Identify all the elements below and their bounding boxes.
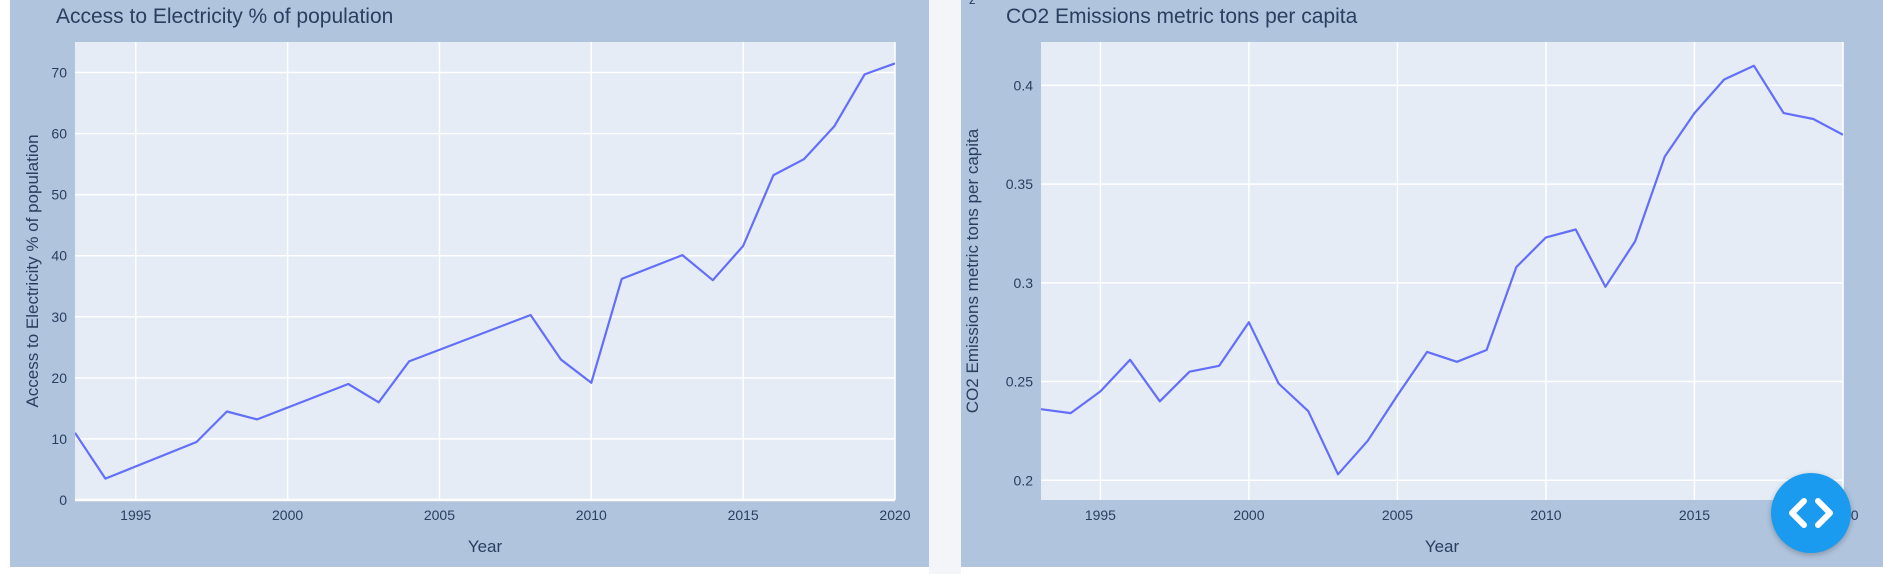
- data-point[interactable]: [679, 252, 685, 258]
- data-point[interactable]: [528, 312, 534, 318]
- data-point[interactable]: [619, 276, 625, 282]
- data-point[interactable]: [1662, 154, 1668, 160]
- data-point[interactable]: [1573, 227, 1579, 233]
- data-point[interactable]: [1097, 388, 1103, 394]
- data-point[interactable]: [1187, 369, 1193, 375]
- data-point[interactable]: [588, 380, 594, 386]
- chart-title: CO2 Emissions metric tons per capita: [1006, 5, 1358, 28]
- data-point[interactable]: [224, 408, 230, 414]
- y-tick-label: 0: [59, 492, 67, 508]
- co2-chart-panel: 1995200020052010201520200.20.250.30.350.…: [961, 0, 1883, 567]
- x-tick-label: 2015: [728, 507, 759, 523]
- y-tick-label: 0.4: [1014, 77, 1034, 93]
- data-point[interactable]: [376, 399, 382, 405]
- data-point[interactable]: [1810, 116, 1816, 122]
- x-axis-title: Year: [1425, 537, 1460, 556]
- data-point[interactable]: [1602, 284, 1608, 290]
- data-point[interactable]: [1721, 77, 1727, 83]
- data-point[interactable]: [72, 430, 78, 436]
- y-tick-label: 0.3: [1014, 275, 1034, 291]
- y-tick-label: 30: [51, 309, 67, 325]
- data-point[interactable]: [1632, 238, 1638, 244]
- data-point[interactable]: [1276, 381, 1282, 387]
- x-tick-label: 1995: [120, 507, 151, 523]
- data-point[interactable]: [1840, 132, 1846, 138]
- data-point[interactable]: [193, 439, 199, 445]
- data-point[interactable]: [1365, 438, 1371, 444]
- y-axis-title: CO2 Emissions metric tons per capita: [963, 128, 982, 413]
- data-point[interactable]: [740, 243, 746, 249]
- data-point[interactable]: [1424, 349, 1430, 355]
- y-tick-label: 10: [51, 431, 67, 447]
- data-point[interactable]: [1751, 63, 1757, 69]
- y-axis-title: Access to Electricity % of population: [23, 134, 42, 407]
- data-point[interactable]: [1454, 359, 1460, 365]
- x-tick-label: 2010: [1530, 507, 1561, 523]
- data-point[interactable]: [1691, 110, 1697, 116]
- data-point[interactable]: [1513, 264, 1519, 270]
- clipped-glyph: z: [969, 0, 976, 7]
- data-point[interactable]: [1394, 392, 1400, 398]
- code-toggle-button[interactable]: [1771, 473, 1851, 553]
- y-tick-label: 60: [51, 126, 67, 142]
- y-tick-label: 0.25: [1006, 374, 1033, 390]
- data-point[interactable]: [1157, 398, 1163, 404]
- data-point[interactable]: [1305, 408, 1311, 414]
- y-tick-label: 40: [51, 248, 67, 264]
- data-point[interactable]: [1543, 234, 1549, 240]
- data-point[interactable]: [831, 123, 837, 129]
- data-point[interactable]: [801, 156, 807, 162]
- series-line[interactable]: [1041, 64, 1843, 476]
- y-tick-label: 0.2: [1014, 472, 1034, 488]
- code-brackets-icon: [1789, 498, 1833, 528]
- data-point[interactable]: [1127, 357, 1133, 363]
- data-point[interactable]: [1781, 110, 1787, 116]
- x-tick-label: 2005: [1382, 507, 1413, 523]
- data-point[interactable]: [1216, 363, 1222, 369]
- y-tick-label: 0.35: [1006, 176, 1033, 192]
- x-tick-label: 2015: [1679, 507, 1710, 523]
- y-tick-label: 50: [51, 187, 67, 203]
- data-point[interactable]: [1335, 471, 1341, 477]
- panel-gap: [929, 0, 961, 574]
- electricity-chart[interactable]: 1995 2000 2005 2010 2015 2020 0 10 20 30 40 50 60 70 A…: [10, 0, 929, 567]
- x-tick-label: 2020: [879, 507, 910, 523]
- data-point[interactable]: [1484, 347, 1490, 353]
- y-tick-label: 70: [51, 65, 67, 81]
- x-axis-title: Year: [468, 537, 503, 556]
- data-point[interactable]: [1068, 410, 1074, 416]
- co2-chart[interactable]: 1995200020052010201520200.20.250.30.350.…: [961, 0, 1883, 567]
- data-point[interactable]: [710, 277, 716, 283]
- plot-area: [75, 42, 895, 500]
- data-point[interactable]: [102, 476, 108, 482]
- plot-area: [1041, 42, 1843, 500]
- data-point[interactable]: [771, 172, 777, 178]
- data-point[interactable]: [345, 381, 351, 387]
- x-tick-label: 2000: [272, 507, 303, 523]
- data-point[interactable]: [862, 71, 868, 77]
- data-point[interactable]: [1038, 406, 1044, 412]
- data-point[interactable]: [558, 357, 564, 363]
- data-point[interactable]: [254, 416, 260, 422]
- x-tick-label: 1995: [1085, 507, 1116, 523]
- y-tick-label: 20: [51, 370, 67, 386]
- chart-title: Access to Electricity % of population: [56, 5, 393, 28]
- x-tick-label: 2010: [576, 507, 607, 523]
- electricity-chart-panel: 1995 2000 2005 2010 2015 2020 0 10 20 30 40 50 60 70 A…: [10, 0, 929, 567]
- x-tick-label: 2000: [1233, 507, 1264, 523]
- data-point[interactable]: [1246, 319, 1252, 325]
- x-tick-label: 2005: [424, 507, 455, 523]
- data-point[interactable]: [892, 60, 898, 66]
- data-point[interactable]: [406, 358, 412, 364]
- series-line[interactable]: [75, 62, 895, 480]
